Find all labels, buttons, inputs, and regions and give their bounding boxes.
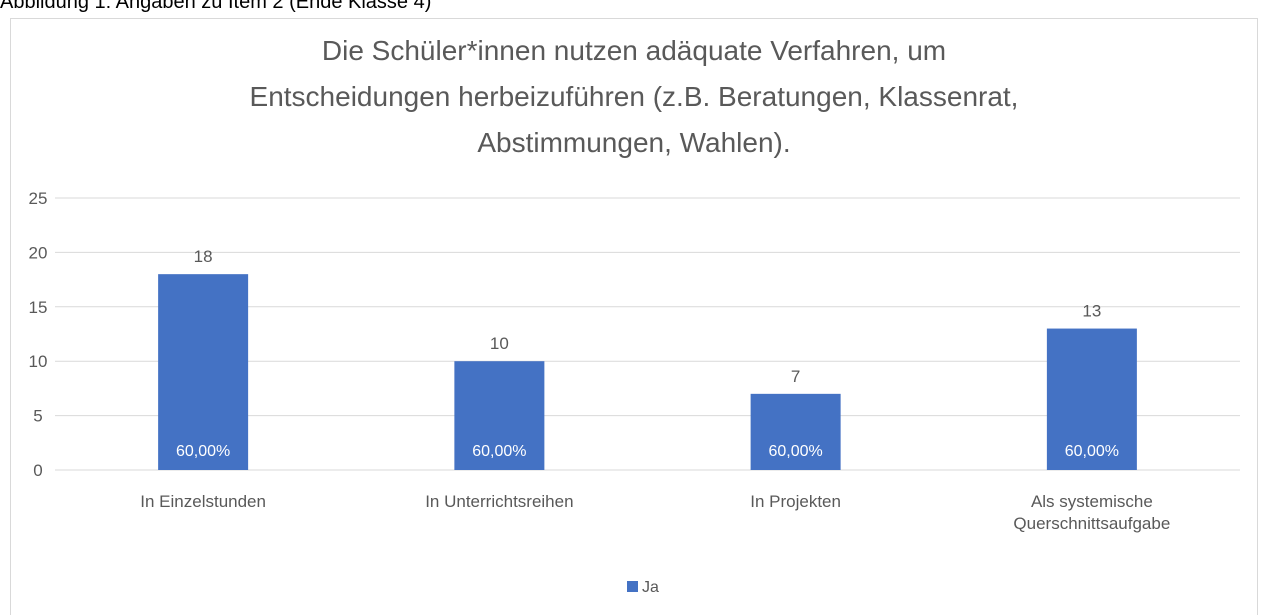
x-tick-label: In Unterrichtsreihen [425,492,574,511]
inner-label: 60,00% [768,443,822,460]
y-tick-label: 25 [29,189,48,208]
chart-title: Die Schüler*innen nutzen adäquate Verfah… [322,35,946,66]
legend-swatch [627,581,638,592]
legend-label: Ja [642,579,659,596]
x-tick-label: In Projekten [750,492,841,511]
data-label: 10 [490,334,509,353]
y-tick-label: 15 [29,298,48,317]
x-tick-label: In Einzelstunden [140,492,266,511]
inner-label: 60,00% [176,443,230,460]
inner-label: 60,00% [1065,443,1119,460]
chart-title: Abstimmungen, Wahlen). [477,127,790,158]
data-label: 7 [791,367,800,386]
caption: Abbildung 1: Angaben zu Item 2 (Ende Kla… [0,0,431,13]
data-label: 13 [1082,302,1101,321]
x-tick-label: Als systemische Querschnittsaufgabe [1013,492,1171,533]
bar [454,361,545,470]
bar [750,393,841,470]
bar [158,274,249,470]
data-label: 18 [194,247,213,266]
inner-label: 60,00% [472,443,526,460]
bar [1046,328,1137,470]
y-tick-label: 10 [29,352,48,371]
y-tick-label: 20 [29,243,48,262]
y-tick-label: 5 [33,407,42,426]
y-tick-label: 0 [33,461,42,480]
chart-title: Entscheidungen herbeizuführen (z.B. Bera… [250,81,1019,112]
